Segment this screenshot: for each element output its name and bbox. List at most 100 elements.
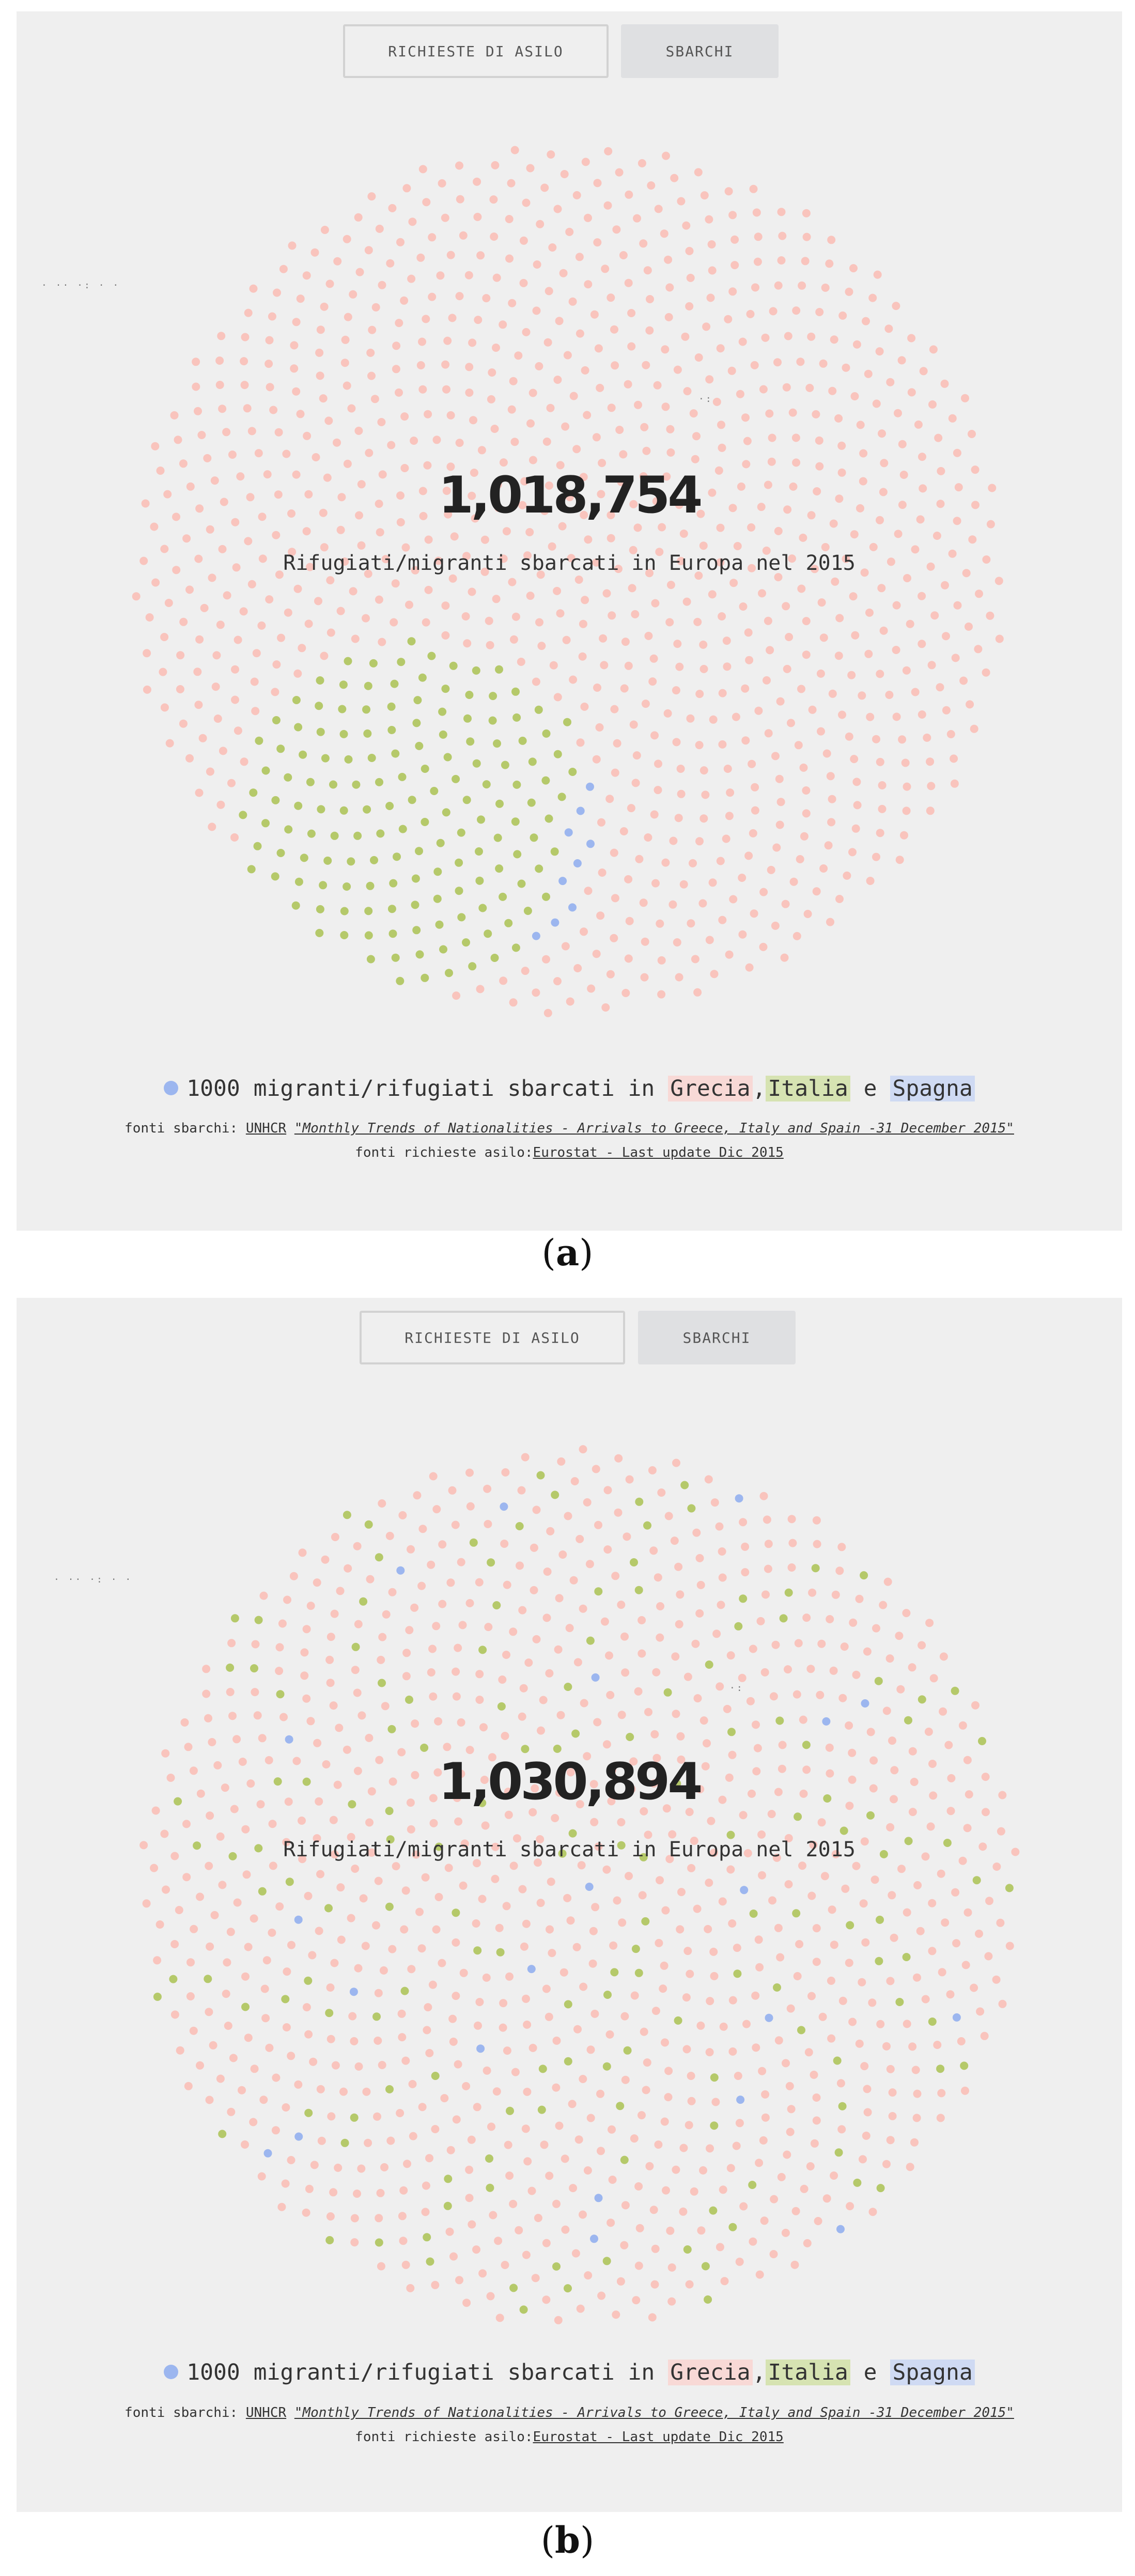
dot-grecia — [518, 1885, 527, 1894]
dot-grecia — [742, 460, 751, 469]
dot-italia — [493, 739, 501, 748]
link-unhcr-report[interactable]: "Monthly Trends of Nationalities - Arriv… — [294, 1121, 1014, 1136]
dot-grecia — [812, 410, 820, 418]
dot-italia — [455, 858, 463, 867]
dot-italia — [418, 673, 427, 682]
dot-grecia — [863, 1647, 872, 1656]
dot-grecia — [508, 578, 517, 586]
link-unhcr[interactable]: UNHCR — [245, 2405, 287, 2420]
dot-grecia — [665, 618, 674, 627]
link-unhcr-report[interactable]: "Monthly Trends of Nationalities - Arriv… — [294, 2405, 1014, 2420]
dot-grecia — [348, 2012, 357, 2021]
dot-italia — [673, 1779, 681, 1788]
dot-grecia — [859, 477, 867, 486]
dot-grecia — [703, 1739, 711, 1748]
tab-sbarchi[interactable]: SBARCHI — [638, 1311, 796, 1364]
tab-richieste-di-asilo[interactable]: RICHIESTE DI ASILO — [360, 1311, 625, 1364]
dot-grecia — [537, 642, 546, 650]
tab-richieste-di-asilo[interactable]: RICHIESTE DI ASILO — [343, 24, 609, 78]
dot-grecia — [230, 833, 239, 842]
dot-grecia — [543, 1008, 552, 1017]
dot-grecia — [756, 1617, 765, 1625]
visualization-panel-a: RICHIESTE DI ASILO SBARCHI · ·· ·: · · ·… — [17, 11, 1122, 1231]
dot-grecia — [292, 1757, 301, 1765]
dot-grecia — [728, 1750, 737, 1759]
dot-grecia — [272, 660, 281, 669]
dot-grecia — [926, 1822, 935, 1831]
dot-grecia — [443, 336, 452, 345]
dot-grecia — [226, 1688, 235, 1696]
dot-grecia — [486, 641, 494, 649]
dot-grecia — [536, 570, 545, 579]
dot-grecia — [876, 829, 884, 837]
dot-grecia — [421, 2208, 430, 2216]
dot-italia — [272, 716, 281, 724]
dot-grecia — [860, 2062, 869, 2071]
dot-grecia — [798, 1861, 806, 1870]
dot-italia — [407, 637, 416, 646]
dot-grecia — [739, 2202, 748, 2211]
dot-grecia — [156, 1920, 164, 1929]
dot-grecia — [584, 2271, 593, 2280]
dot-italia — [397, 658, 406, 666]
dot-italia — [169, 1975, 178, 1983]
dot-spagna — [590, 2234, 598, 2243]
dot-grecia — [929, 1791, 938, 1800]
dot-grecia — [627, 1784, 636, 1793]
dot-grecia — [374, 2036, 382, 2045]
dot-grecia — [306, 1602, 315, 1610]
dot-grecia — [726, 1651, 735, 1660]
dot-grecia — [651, 2007, 660, 2015]
dot-grecia — [638, 159, 646, 167]
dot-grecia — [561, 2154, 569, 2163]
dot-italia — [153, 1992, 162, 2001]
dot-grecia — [218, 545, 227, 553]
dot-grecia — [444, 1864, 453, 1872]
dot-grecia — [679, 2144, 688, 2152]
dot-grecia — [465, 389, 474, 397]
dot-grecia — [561, 2225, 570, 2234]
dot-grecia — [763, 676, 771, 685]
dot-grecia — [364, 2138, 372, 2147]
dot-grecia — [388, 1777, 397, 1786]
dot-grecia — [916, 1927, 925, 1935]
dot-grecia — [336, 1883, 345, 1892]
dot-italia — [239, 811, 247, 819]
dot-italia — [509, 2284, 518, 2292]
dot-grecia — [600, 1617, 609, 1626]
dot-grecia — [488, 1753, 496, 1762]
tab-sbarchi[interactable]: SBARCHI — [621, 24, 779, 78]
link-unhcr[interactable]: UNHCR — [245, 1121, 287, 1136]
dot-grecia — [992, 1863, 1001, 1871]
dot-grecia — [696, 509, 705, 518]
dot-grecia — [612, 225, 621, 234]
dot-italia — [495, 665, 503, 674]
dot-grecia — [619, 450, 628, 459]
dot-grecia — [409, 2132, 417, 2140]
dot-grecia — [261, 2014, 270, 2023]
dot-grecia — [781, 2228, 790, 2237]
dot-grecia — [876, 516, 884, 524]
dot-grecia — [723, 662, 732, 671]
dot-grecia — [343, 235, 351, 243]
dot-grecia — [966, 700, 974, 709]
dot-grecia — [895, 856, 904, 864]
dot-grecia — [805, 383, 814, 392]
dot-grecia — [629, 500, 638, 508]
dot-grecia — [361, 1942, 370, 1950]
dot-grecia — [951, 1888, 960, 1897]
dot-grecia — [505, 215, 514, 223]
link-eurostat[interactable]: Eurostat - Last update Dic 2015 — [533, 2429, 784, 2445]
dot-italia — [784, 1588, 793, 1597]
dot-italia — [486, 2183, 494, 2192]
dot-grecia — [914, 420, 923, 429]
dot-grecia — [424, 2003, 432, 2012]
dot-grecia — [151, 442, 160, 451]
link-eurostat[interactable]: Eurostat - Last update Dic 2015 — [533, 1145, 784, 1160]
dot-grecia — [527, 2186, 536, 2195]
dot-spagna — [594, 2194, 603, 2202]
dot-grecia — [509, 1627, 518, 1636]
dot-grecia — [565, 1624, 574, 1633]
dot-italia — [936, 2065, 945, 2073]
dot-grecia — [485, 616, 493, 625]
